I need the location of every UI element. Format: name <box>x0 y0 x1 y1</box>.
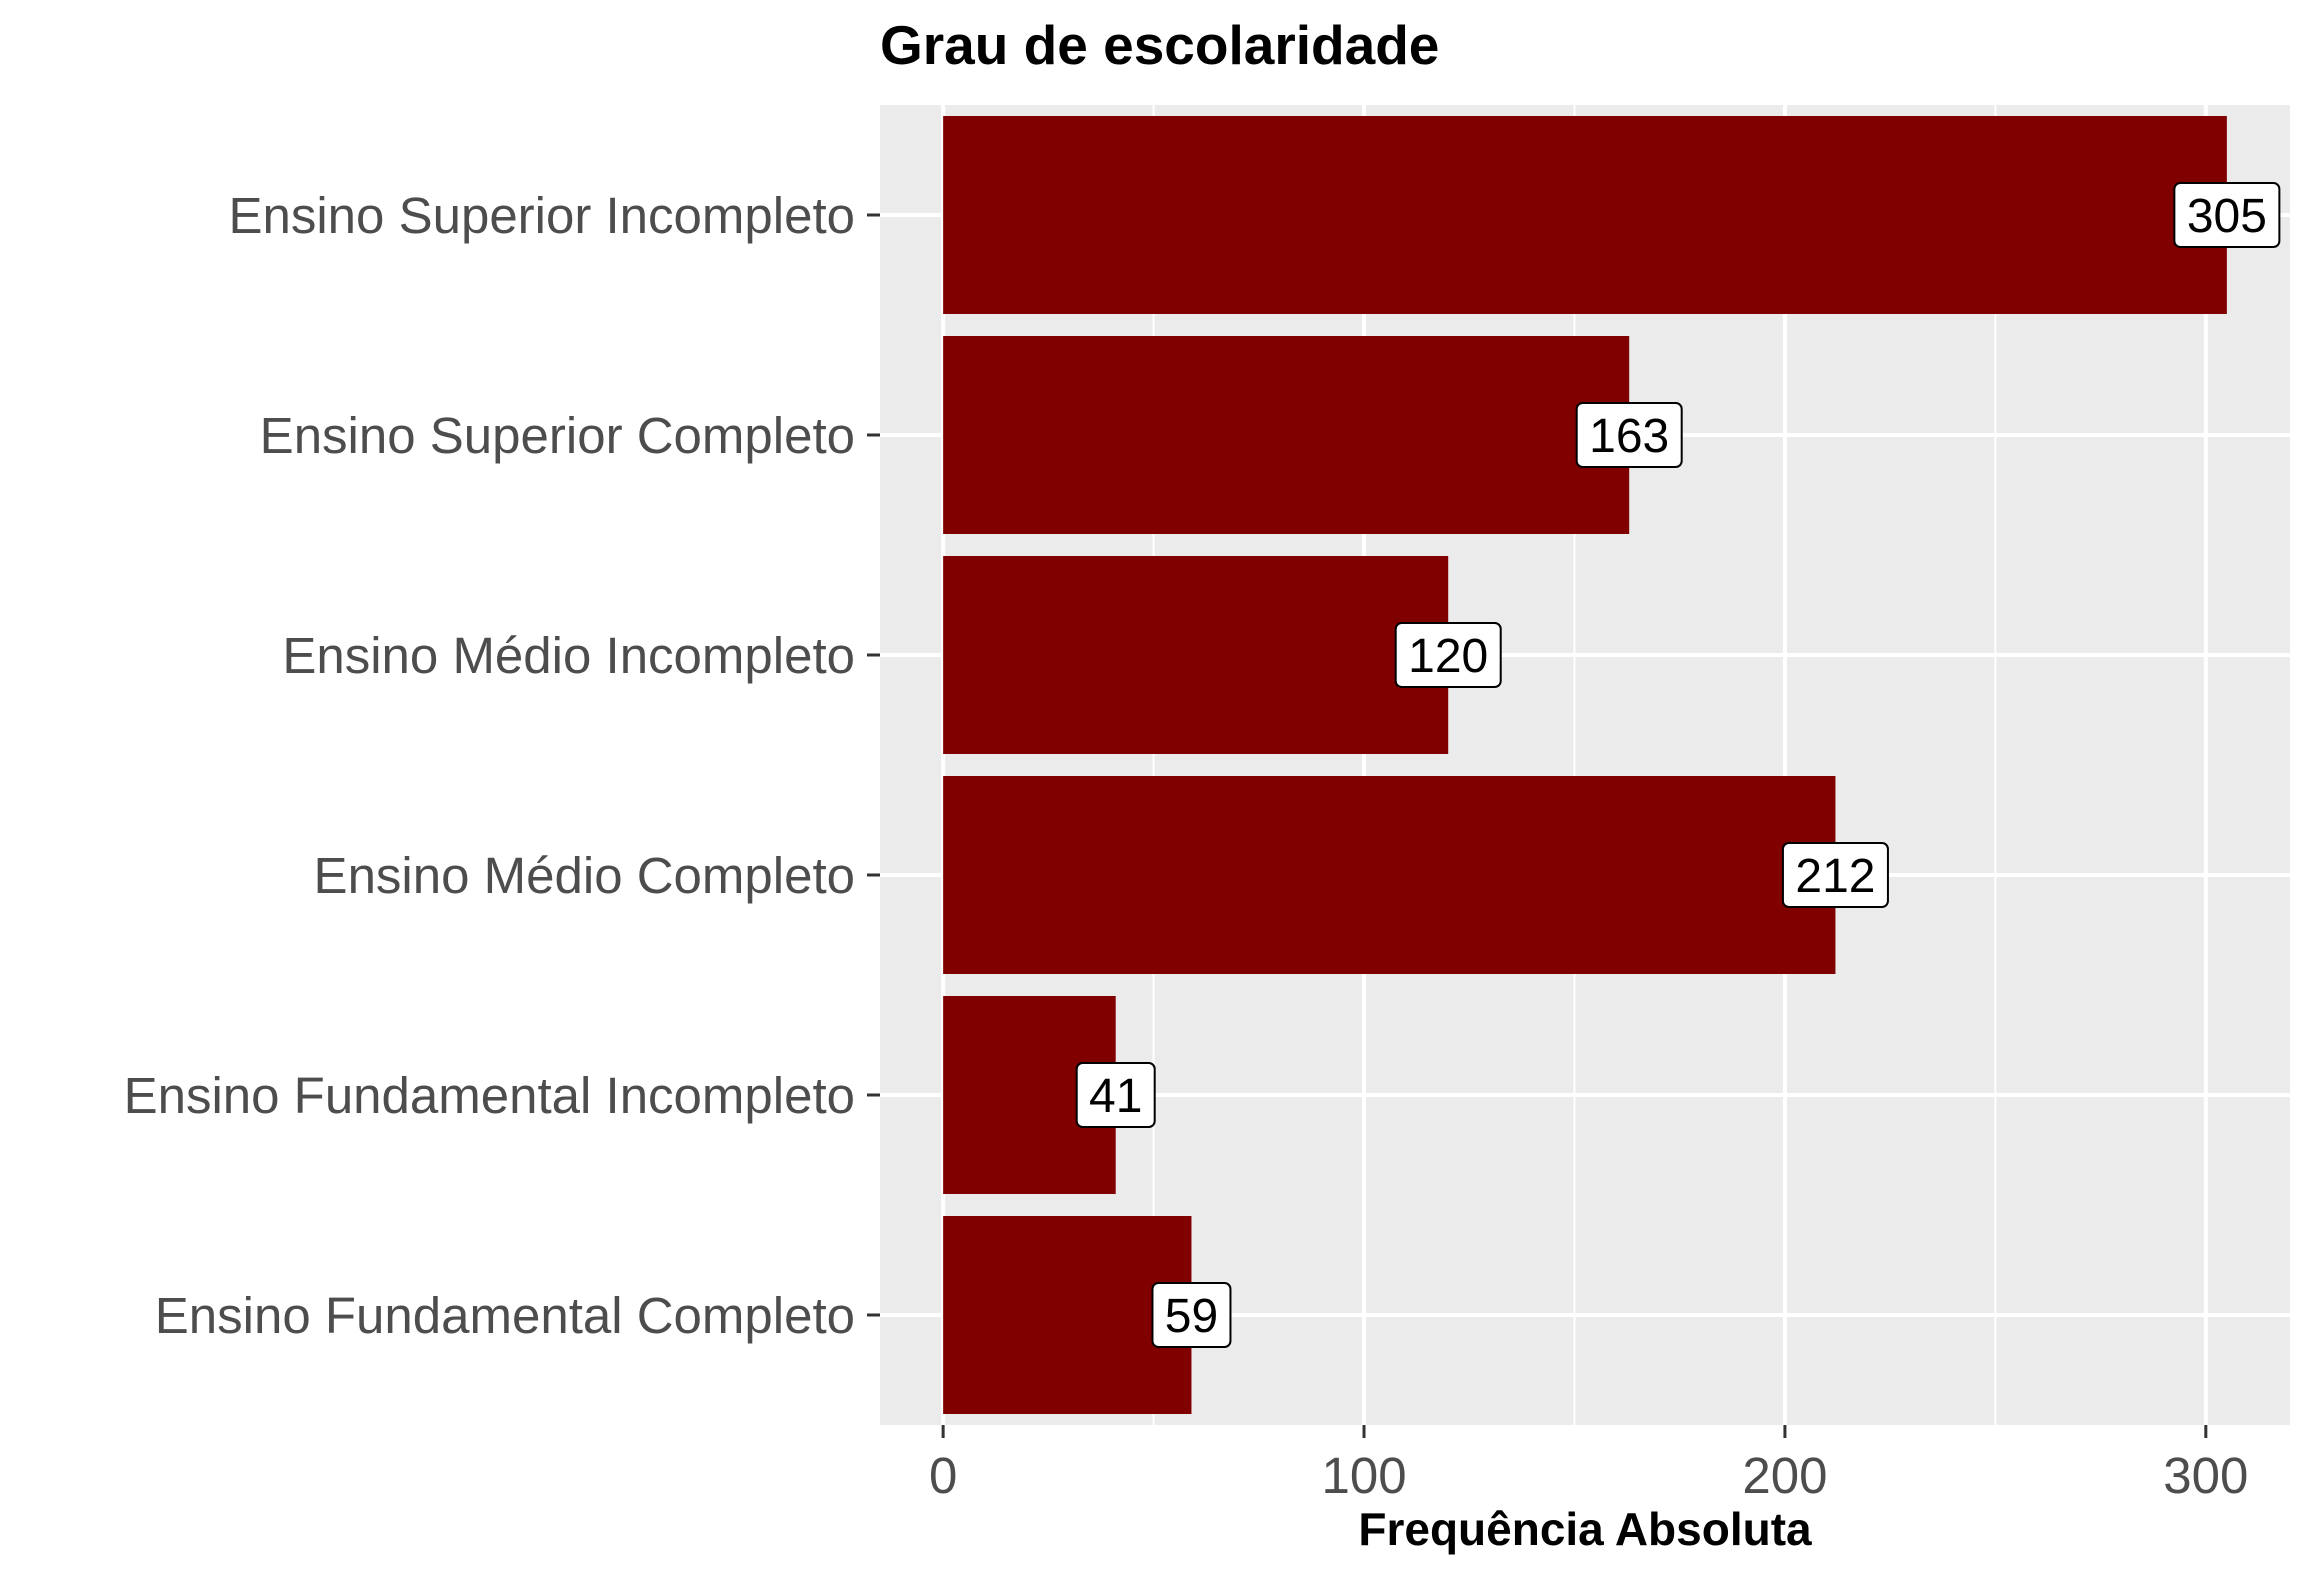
data-label: 59 <box>1151 1282 1232 1348</box>
data-label-text: 120 <box>1408 630 1488 683</box>
data-label: 41 <box>1075 1062 1156 1128</box>
y-tick-label: Ensino Fundamental Incompleto <box>124 1067 855 1124</box>
data-label-text: 59 <box>1165 1290 1218 1343</box>
data-labels-group: 59 41 212 120 163 305 <box>1075 182 2281 1348</box>
bar <box>943 776 1836 974</box>
y-axis: Ensino Fundamental Completo Ensino Fundam… <box>124 187 880 1344</box>
data-label: 163 <box>1575 402 1683 468</box>
x-tick-label: 100 <box>1321 1447 1406 1504</box>
y-tick-label: Ensino Médio Completo <box>314 847 855 904</box>
data-label-text: 41 <box>1089 1070 1142 1123</box>
y-tick-label: Ensino Superior Completo <box>260 407 855 464</box>
plot-panel <box>880 105 2290 1425</box>
data-label-text: 163 <box>1589 410 1669 463</box>
data-label-text: 212 <box>1795 850 1875 903</box>
x-tick-label: 0 <box>929 1447 957 1504</box>
minor-grid <box>1152 105 1997 1425</box>
y-tick-label: Ensino Superior Incompleto <box>228 187 855 244</box>
data-label-box <box>1394 622 1502 688</box>
data-label: 212 <box>1781 842 1889 908</box>
y-tick-label: Ensino Fundamental Completo <box>155 1287 855 1344</box>
data-label: 305 <box>2173 182 2281 248</box>
bar <box>943 116 2227 314</box>
data-label-box <box>1151 1282 1232 1348</box>
data-label-box <box>2173 182 2281 248</box>
y-tick-label: Ensino Médio Incompleto <box>282 627 855 684</box>
x-tick-label: 200 <box>1742 1447 1827 1504</box>
chart-title: Grau de escolaridade <box>880 14 1439 76</box>
data-label-box <box>1075 1062 1156 1128</box>
data-label: 120 <box>1394 622 1502 688</box>
data-label-box <box>1575 402 1683 468</box>
bars-group <box>943 116 2227 1414</box>
x-axis-title: Frequência Absoluta <box>1358 1503 1812 1555</box>
bar <box>943 1216 1192 1414</box>
x-axis: 0 100 200 300 <box>929 1425 2248 1504</box>
data-label-box <box>1781 842 1889 908</box>
bar <box>943 556 1449 754</box>
bar <box>943 336 1630 534</box>
x-tick-label: 300 <box>2163 1447 2248 1504</box>
data-label-text: 305 <box>2187 190 2267 243</box>
